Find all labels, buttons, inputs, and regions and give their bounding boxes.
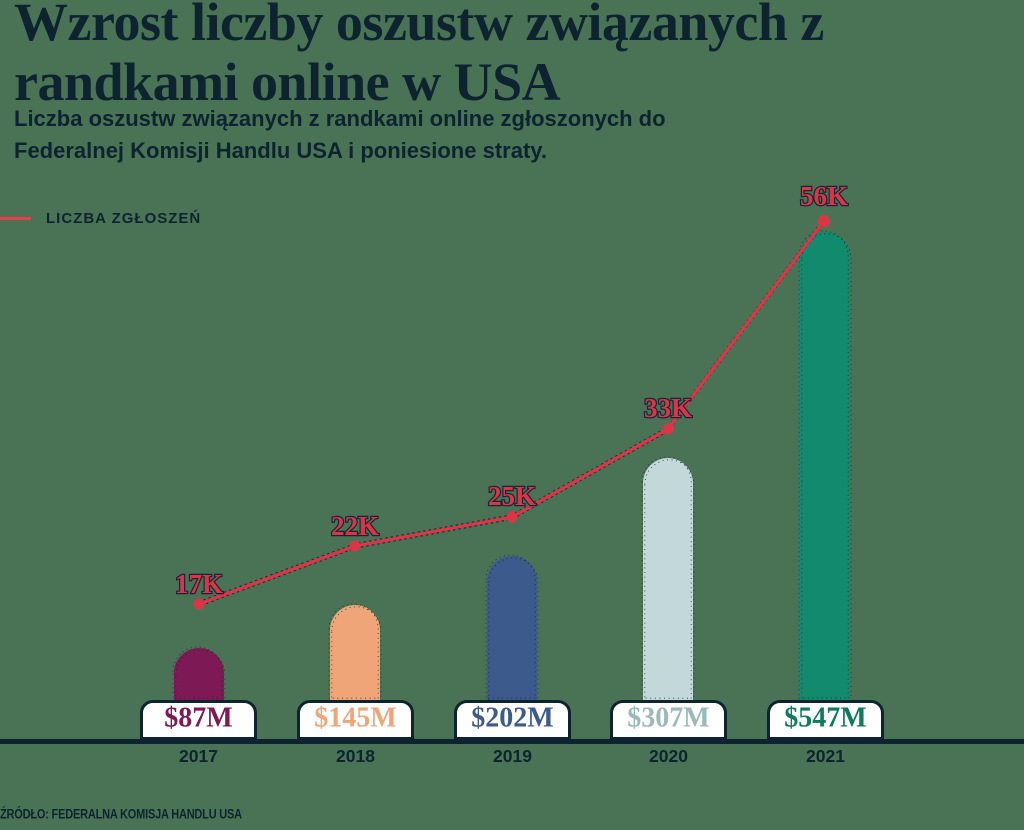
svg-text:25K: 25K xyxy=(488,481,536,511)
svg-text:17K: 17K xyxy=(175,569,223,599)
svg-text:22K: 22K xyxy=(331,511,379,541)
svg-text:33K: 33K xyxy=(644,393,692,423)
svg-text:56K: 56K xyxy=(800,181,848,211)
